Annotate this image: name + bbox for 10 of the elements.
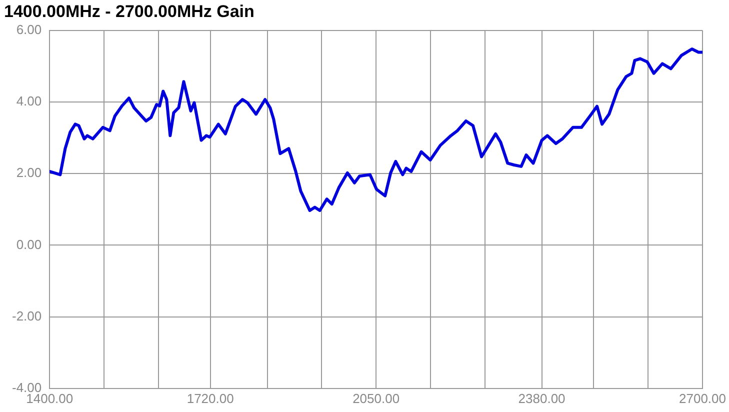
y-tick-label: 0.00: [16, 236, 42, 252]
y-tick-label: 6.00: [16, 22, 42, 37]
x-tick-label: 2380.00: [518, 390, 566, 406]
y-tick-label: 2.00: [16, 165, 42, 180]
x-tick-label: 2050.00: [352, 390, 400, 406]
y-tick-label: 4.00: [16, 94, 42, 109]
y-tick-label: -2.00: [12, 308, 42, 324]
chart-title: 1400.00MHz - 2700.00MHz Gain: [4, 2, 254, 21]
x-tick-label: 2700.00: [679, 390, 726, 406]
x-tick-label: 1720.00: [186, 390, 234, 406]
